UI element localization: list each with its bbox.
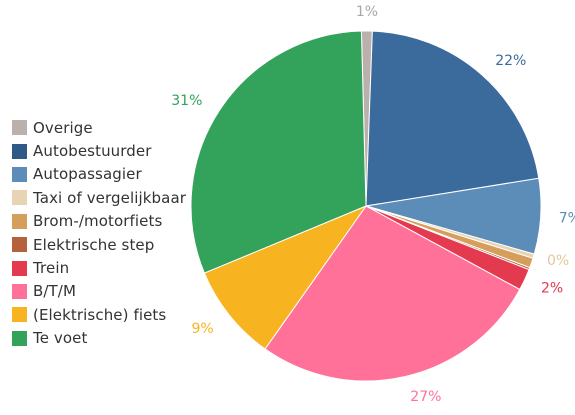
pie-slice[interactable] xyxy=(203,204,368,350)
legend-label: Autopassagier xyxy=(33,165,142,184)
legend-item-autobestuurder[interactable]: Autobestuurder xyxy=(12,139,186,162)
legend-item-taxi[interactable]: Taxi of vergelijkbaar xyxy=(12,186,186,209)
legend-label: Te voet xyxy=(33,329,88,348)
pie-data-label: 7% xyxy=(559,211,575,227)
legend-label: Overige xyxy=(33,118,93,137)
pie-data-label: 22% xyxy=(495,53,526,69)
legend-item-te-voet[interactable]: Te voet xyxy=(12,327,186,350)
legend-swatch xyxy=(12,190,27,206)
legend-label: Autobestuurder xyxy=(33,142,152,161)
legend-swatch xyxy=(12,213,27,229)
pie-slice[interactable] xyxy=(190,30,367,274)
legend-item-trein[interactable]: Trein xyxy=(12,256,186,279)
pie-slice[interactable] xyxy=(365,30,540,207)
legend-swatch xyxy=(12,283,27,299)
pie-data-label: 27% xyxy=(410,389,441,405)
legend-swatch xyxy=(12,330,27,346)
legend-swatch xyxy=(12,120,27,136)
legend-label: Elektrische step xyxy=(33,235,155,254)
legend-swatch xyxy=(12,237,27,253)
legend-item-brom-motorfiets[interactable]: Brom-/motorfiets xyxy=(12,210,186,233)
legend-item-btm[interactable]: B/T/M xyxy=(12,280,186,303)
legend-item-overige[interactable]: Overige xyxy=(12,116,186,139)
pie-labels: 1% 22% 7% 0% 2% 27% 9% 31% xyxy=(171,4,575,405)
legend-label: B/T/M xyxy=(33,282,77,301)
pie-data-label: 9% xyxy=(191,321,213,337)
legend: Overige Autobestuurder Autopassagier Tax… xyxy=(12,116,186,350)
legend-item-autopassagier[interactable]: Autopassagier xyxy=(12,163,186,186)
pie-data-label: 1% xyxy=(356,4,378,20)
pie-data-label: 31% xyxy=(171,93,202,109)
legend-label: Trein xyxy=(33,259,70,278)
legend-label: Brom-/motorfiets xyxy=(33,212,163,231)
pie-slices xyxy=(190,30,542,382)
pie-data-label: 0% xyxy=(547,253,569,269)
legend-item-elektrische-step[interactable]: Elektrische step xyxy=(12,233,186,256)
legend-swatch xyxy=(12,260,27,276)
legend-label: Taxi of vergelijkbaar xyxy=(33,188,187,207)
pie-slice[interactable] xyxy=(264,205,521,382)
legend-swatch xyxy=(12,143,27,159)
legend-item-elektrische-fiets[interactable]: (Elektrische) fiets xyxy=(12,303,186,326)
legend-swatch xyxy=(12,307,27,323)
pie-data-label: 2% xyxy=(541,280,563,296)
legend-label: (Elektrische) fiets xyxy=(33,305,167,324)
legend-swatch xyxy=(12,166,27,182)
